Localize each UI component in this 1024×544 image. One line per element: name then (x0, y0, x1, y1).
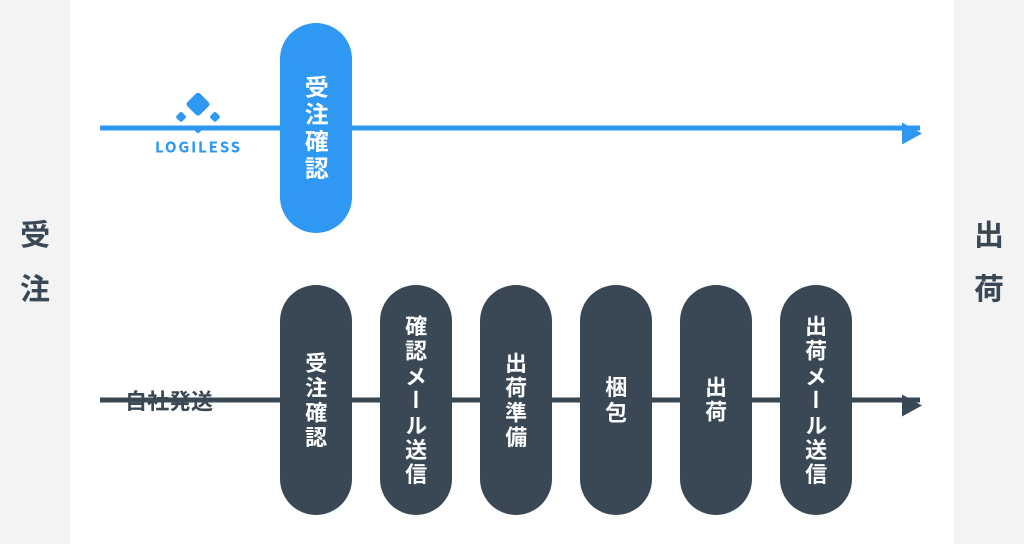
bottom-step-pill: 出荷メール送信 (780, 285, 852, 515)
logiless-logo: LOGILESS (155, 99, 242, 158)
top-step-pill: 受注確認 (280, 23, 352, 233)
bottom-row-label: 自社発送 (125, 384, 213, 416)
right-band-label: 出荷 (967, 218, 1011, 326)
bottom-step-label: 受注確認 (304, 351, 328, 450)
left-band-label: 受注 (13, 218, 57, 326)
bottom-step-label: 確認メール送信 (404, 314, 428, 486)
bottom-step-pill: 出荷 (680, 285, 752, 515)
bottom-step-label: 梱包 (604, 375, 628, 424)
bottom-step-pill: 梱包 (580, 285, 652, 515)
top-step-label: 受注確認 (303, 74, 329, 182)
bottom-step-label: 出荷準備 (504, 351, 528, 450)
bottom-step-pill: 受注確認 (280, 285, 352, 515)
logiless-wordmark: LOGILESS (155, 137, 242, 158)
logiless-mark-icon (174, 91, 222, 139)
arrowhead-icon (902, 122, 922, 144)
diagram-stage: 受注 出荷 LOGILESS 受注確認 自社発送 受注確認確認メール送信出荷準備… (0, 0, 1024, 544)
right-band: 出荷 (954, 0, 1024, 544)
bottom-step-pill: 確認メール送信 (380, 285, 452, 515)
arrowhead-icon (902, 394, 922, 416)
bottom-step-pill: 出荷準備 (480, 285, 552, 515)
bottom-step-label: 出荷 (704, 375, 728, 424)
bottom-step-label: 出荷メール送信 (804, 314, 828, 486)
left-band: 受注 (0, 0, 70, 544)
